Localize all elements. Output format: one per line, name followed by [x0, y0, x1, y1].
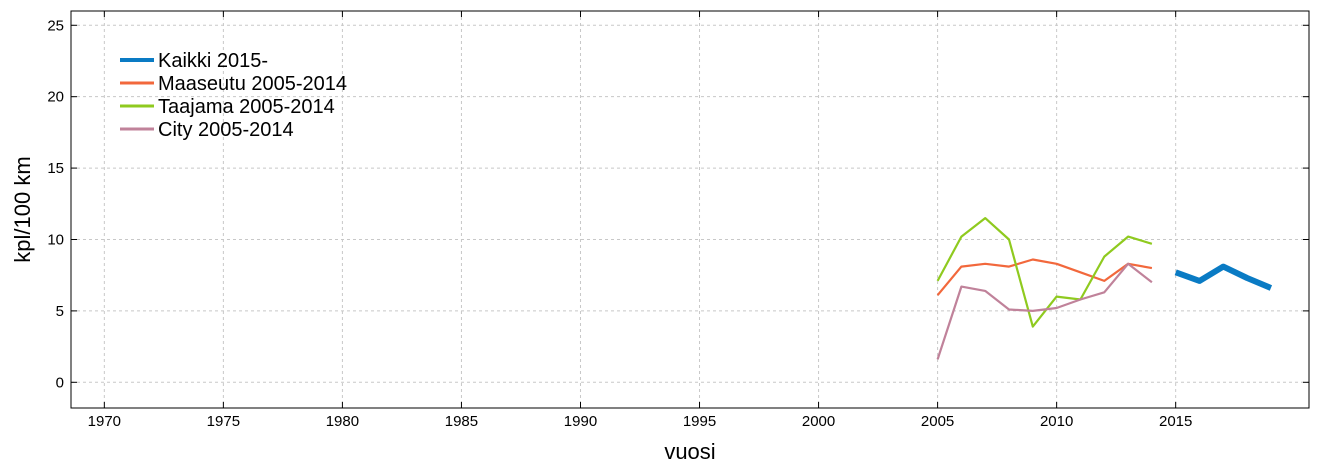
axis-ticks: 1970 1975 1980 1985 1990 1995 2000 2005 2010 2015… [47, 11, 1309, 430]
x-tick-label: 1975 [207, 413, 240, 430]
x-tick-label: 2000 [802, 413, 835, 430]
legend-label: Maaseutu 2005-2014 [158, 73, 347, 95]
x-axis-title: vuosi [664, 439, 715, 463]
y-tick-label: 15 [47, 160, 64, 177]
x-tick-label: 2010 [1040, 413, 1073, 430]
x-tick-label: 2015 [1159, 413, 1192, 430]
y-tick-label: 25 [47, 17, 64, 34]
legend-label: Taajama 2005-2014 [158, 96, 335, 118]
plot-frame [70, 10, 1310, 409]
series-lines [936, 217, 1273, 360]
series-line [1174, 263, 1273, 291]
x-tick-label: 1995 [683, 413, 716, 430]
series-line [936, 258, 1153, 296]
legend-label: City 2005-2014 [158, 119, 294, 141]
x-tick-label: 1980 [326, 413, 359, 430]
y-tick-label: 20 [47, 89, 64, 106]
series-line [936, 262, 1153, 360]
y-tick-label: 5 [56, 303, 64, 320]
x-tick-label: 1990 [564, 413, 597, 430]
y-axis-title: kpl/100 km [10, 156, 35, 262]
series-line [936, 217, 1153, 328]
x-tick-label: 2005 [921, 413, 954, 430]
legend-label: Kaikki 2015- [158, 50, 268, 72]
x-tick-label: 1970 [88, 413, 121, 430]
grid-lines [71, 11, 1309, 408]
y-tick-label: 10 [47, 231, 64, 248]
y-tick-label: 0 [56, 374, 64, 391]
x-tick-label: 1985 [445, 413, 478, 430]
